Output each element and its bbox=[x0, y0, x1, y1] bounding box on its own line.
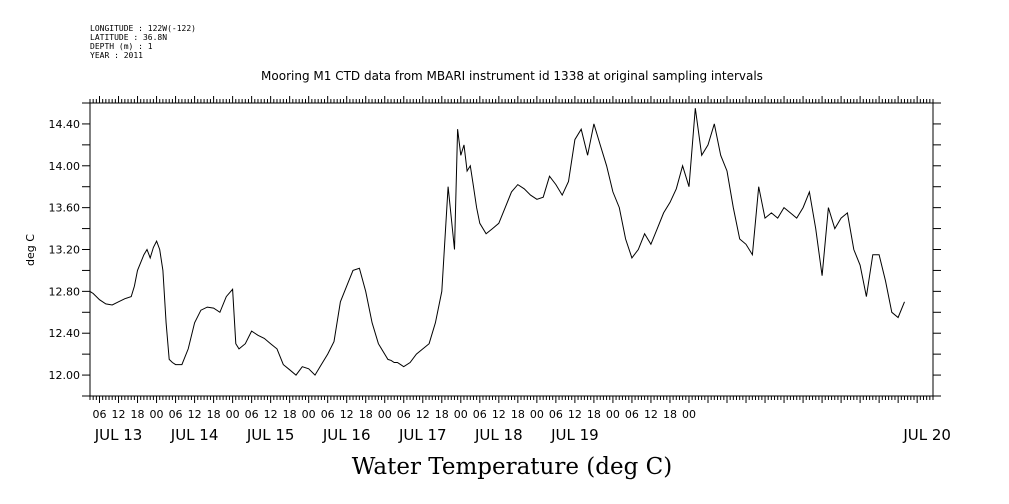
x-tick-label: 06 bbox=[625, 408, 639, 421]
x-tick-label: 18 bbox=[435, 408, 449, 421]
x-tick-label: 18 bbox=[131, 408, 145, 421]
x-tick-label: 18 bbox=[283, 408, 297, 421]
x-tick-label: 06 bbox=[245, 408, 259, 421]
x-axis-title: Water Temperature (deg C) bbox=[352, 454, 672, 480]
y-tick-labels: 12.00 12.40 12.80 13.20 13.60 14.00 14.40 bbox=[49, 118, 81, 382]
x-tick-label: 12 bbox=[112, 408, 126, 421]
meta-longitude: LONGITUDE : 122W(-122) bbox=[90, 24, 196, 33]
meta-year: YEAR : 2011 bbox=[90, 51, 143, 60]
x-tick-label: 00 bbox=[530, 408, 544, 421]
x-tick-label: 06 bbox=[549, 408, 563, 421]
tick-marks bbox=[82, 96, 941, 403]
x-tick-label: 12 bbox=[492, 408, 506, 421]
x-tick-label: 00 bbox=[606, 408, 620, 421]
x-tick-label: 00 bbox=[302, 408, 316, 421]
x-day-label: JUL 19 bbox=[550, 426, 599, 444]
y-axis-label: deg C bbox=[24, 234, 37, 266]
series-line bbox=[89, 108, 905, 376]
x-tick-label: 06 bbox=[93, 408, 107, 421]
x-tick-label: 12 bbox=[416, 408, 430, 421]
x-tick-label: 12 bbox=[568, 408, 582, 421]
meta-latitude: LATITUDE : 36.8N bbox=[90, 33, 167, 42]
x-tick-label: 18 bbox=[207, 408, 221, 421]
meta-depth: DEPTH (m) : 1 bbox=[90, 42, 153, 51]
plot-frame bbox=[89, 102, 934, 397]
x-tick-label: 06 bbox=[321, 408, 335, 421]
x-day-label: JUL 18 bbox=[474, 426, 523, 444]
x-day-labels: JUL 13 JUL 14 JUL 15 JUL 16 JUL 17 JUL 18 JUL … bbox=[94, 426, 951, 444]
x-tick-label: 00 bbox=[150, 408, 164, 421]
x-day-label: JUL 17 bbox=[398, 426, 447, 444]
x-tick-label: 12 bbox=[264, 408, 278, 421]
x-tick-label: 12 bbox=[644, 408, 658, 421]
x-tick-label: 00 bbox=[226, 408, 240, 421]
y-tick-label: 13.20 bbox=[49, 244, 81, 257]
x-tick-label: 18 bbox=[663, 408, 677, 421]
y-tick-label: 14.00 bbox=[49, 160, 81, 173]
x-tick-label: 06 bbox=[397, 408, 411, 421]
x-day-label: JUL 16 bbox=[322, 426, 371, 444]
x-tick-labels: 06 12 18 00 06 12 18 00 06 12 18 00 06 12 18 00 06 12 18 00… bbox=[93, 408, 696, 421]
x-tick-label: 06 bbox=[473, 408, 487, 421]
x-tick-label: 18 bbox=[359, 408, 373, 421]
x-day-label: JUL 15 bbox=[246, 426, 295, 444]
x-tick-label: 00 bbox=[378, 408, 392, 421]
x-tick-label: 06 bbox=[169, 408, 183, 421]
x-tick-label: 12 bbox=[340, 408, 354, 421]
x-tick-label: 12 bbox=[188, 408, 202, 421]
y-tick-label: 13.60 bbox=[49, 202, 81, 215]
x-tick-label: 00 bbox=[454, 408, 468, 421]
x-day-label: JUL 13 bbox=[94, 426, 143, 444]
x-day-label: JUL 20 bbox=[902, 426, 951, 444]
x-tick-label: 18 bbox=[511, 408, 525, 421]
x-tick-label: 18 bbox=[587, 408, 601, 421]
y-tick-label: 12.40 bbox=[49, 327, 81, 340]
chart-title: Mooring M1 CTD data from MBARI instrumen… bbox=[261, 69, 763, 83]
y-tick-label: 12.80 bbox=[49, 285, 81, 298]
x-day-label: JUL 14 bbox=[170, 426, 219, 444]
y-tick-label: 14.40 bbox=[49, 118, 81, 131]
y-tick-label: 12.00 bbox=[49, 369, 81, 382]
x-tick-label: 00 bbox=[682, 408, 696, 421]
